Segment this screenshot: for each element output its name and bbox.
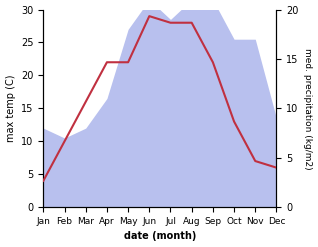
Y-axis label: max temp (C): max temp (C) xyxy=(5,75,16,142)
Y-axis label: med. precipitation (kg/m2): med. precipitation (kg/m2) xyxy=(303,48,313,169)
X-axis label: date (month): date (month) xyxy=(124,231,196,242)
